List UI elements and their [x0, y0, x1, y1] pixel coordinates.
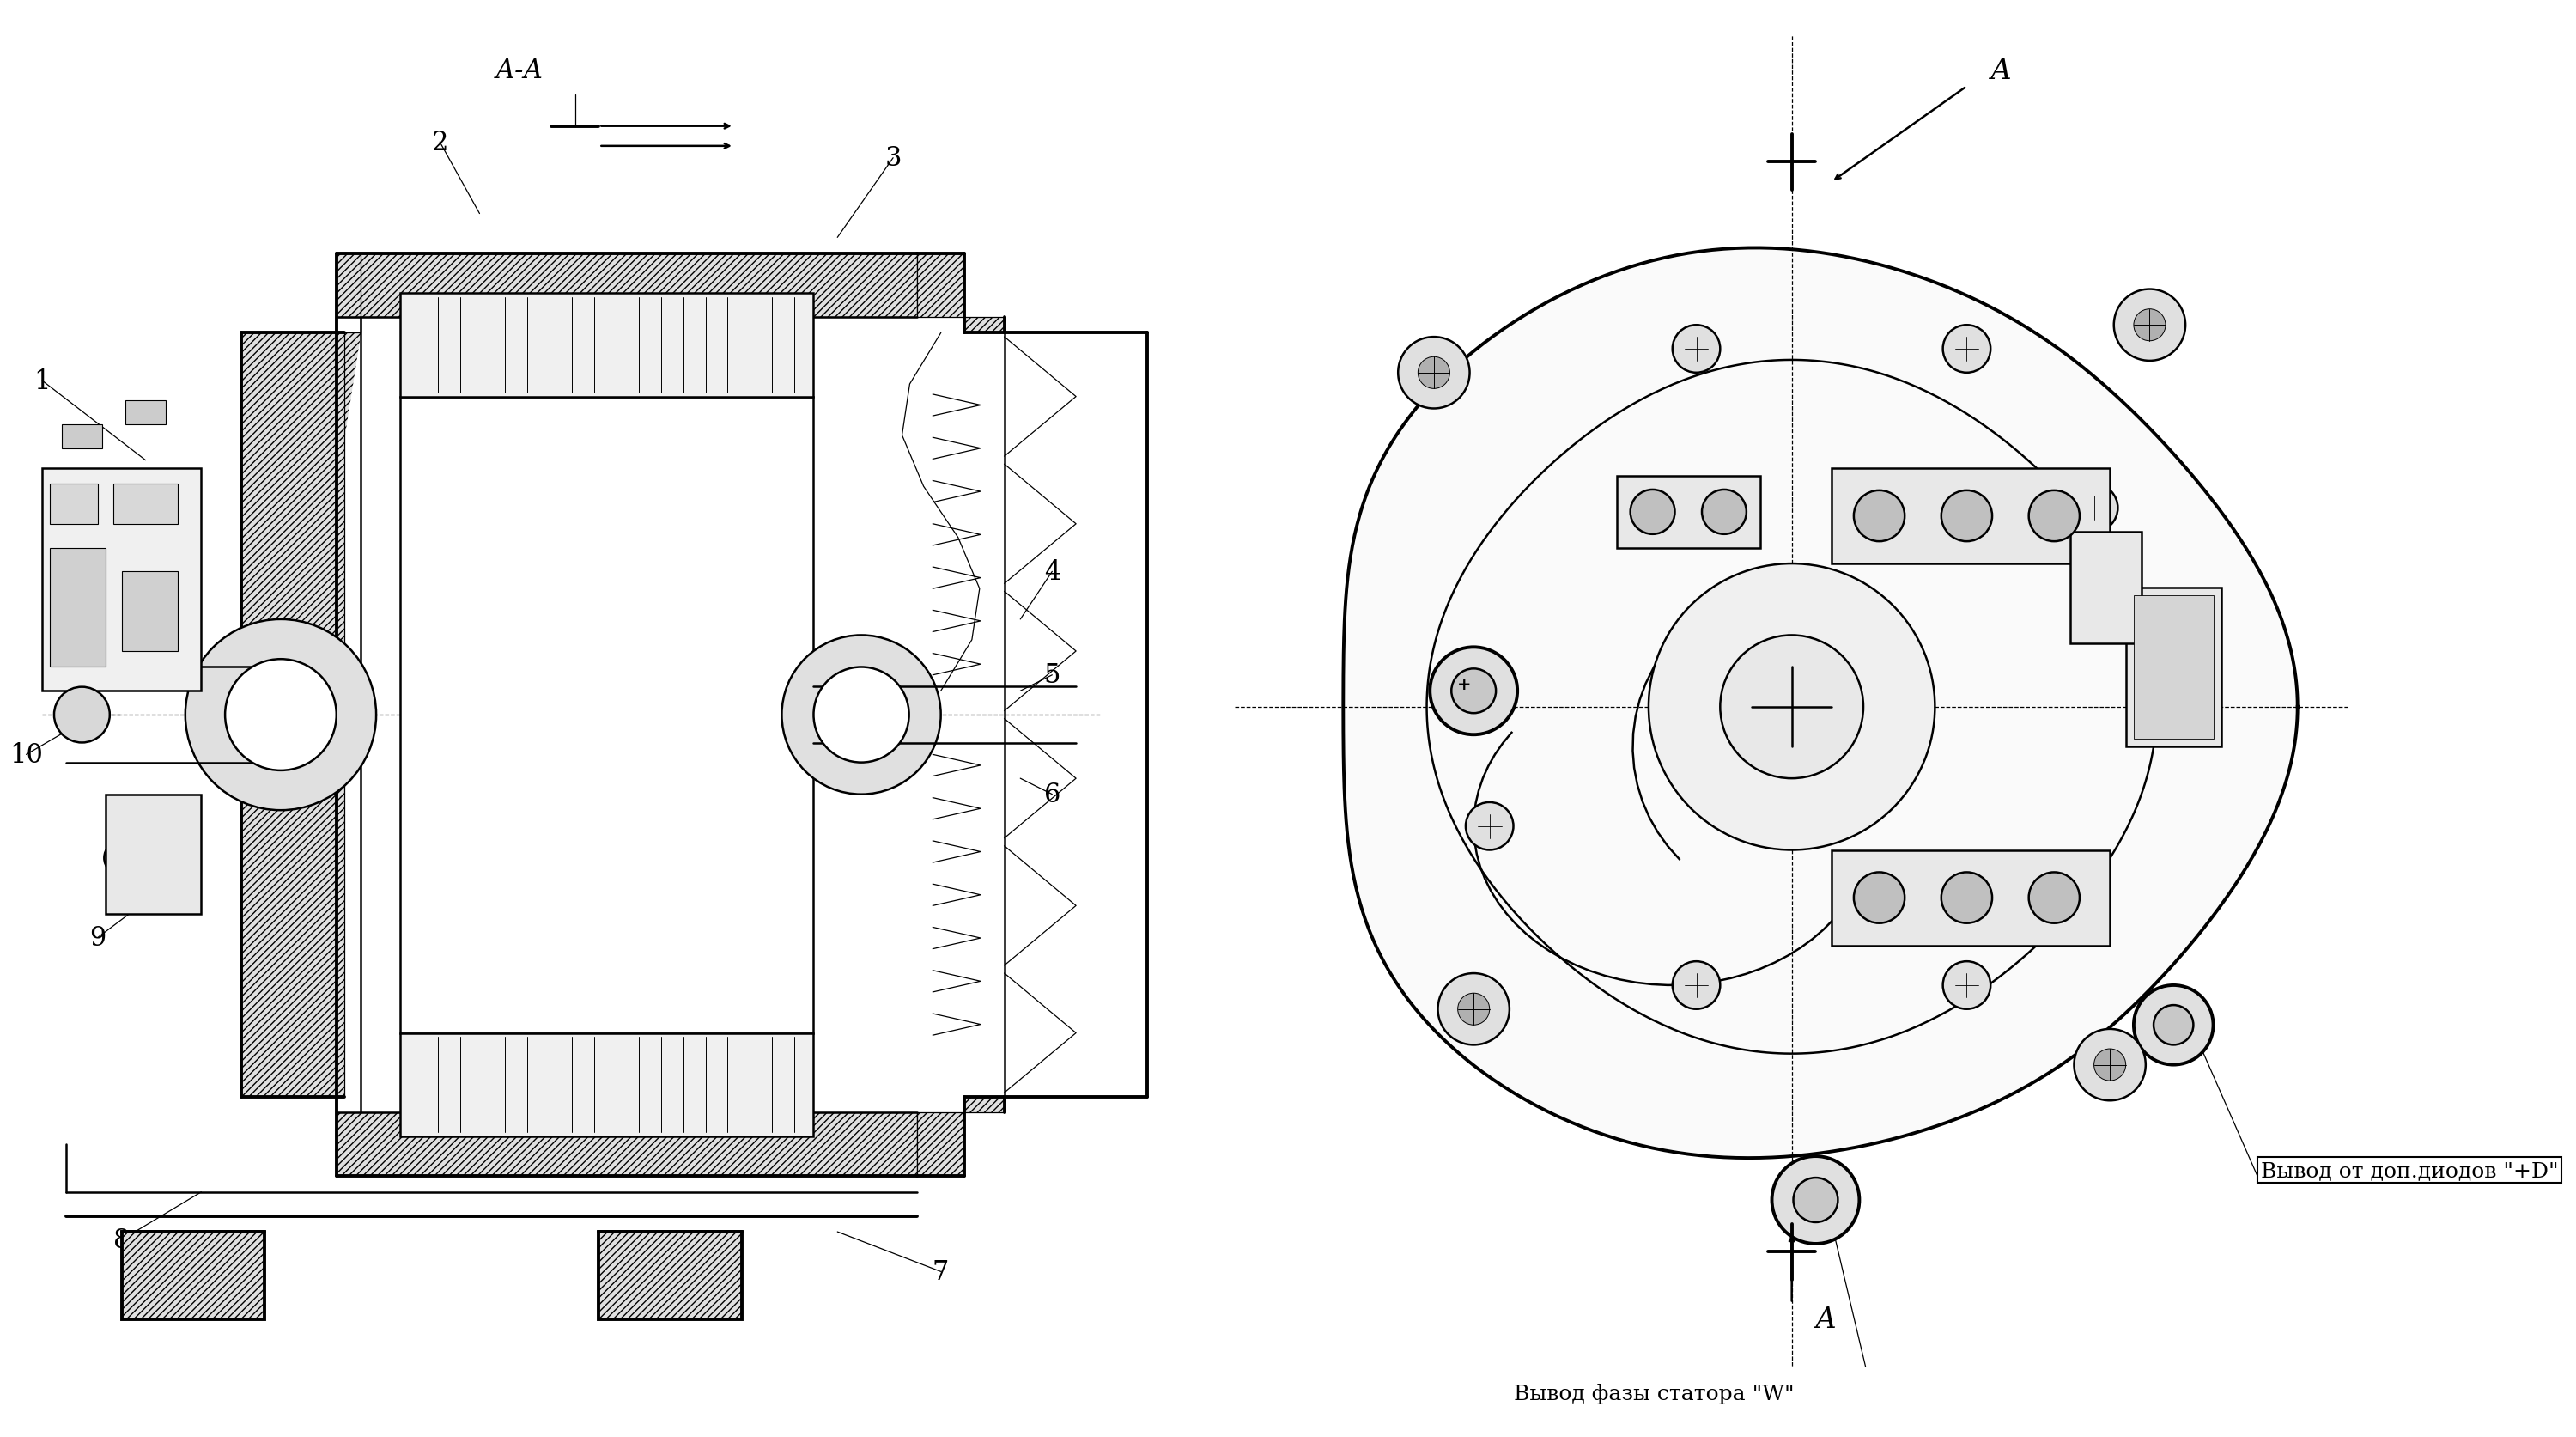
Text: А: А: [1816, 1306, 1837, 1334]
Polygon shape: [917, 254, 1005, 333]
Bar: [2125, 588, 2221, 747]
Bar: [106, 795, 201, 914]
Bar: [49, 484, 98, 525]
Circle shape: [103, 841, 139, 875]
Circle shape: [781, 635, 940, 795]
Circle shape: [1450, 670, 1497, 714]
Bar: [399, 397, 814, 1033]
Text: А: А: [1991, 57, 2012, 85]
Circle shape: [1430, 648, 1517, 734]
Bar: [399, 1033, 814, 1137]
Text: 2: 2: [430, 129, 448, 157]
Text: 3: 3: [884, 145, 902, 172]
Bar: [126, 401, 165, 425]
Circle shape: [1458, 993, 1489, 1025]
Bar: [62, 425, 103, 448]
Text: 4: 4: [1043, 559, 1061, 585]
Circle shape: [1855, 872, 1904, 924]
Circle shape: [1703, 490, 1747, 535]
Circle shape: [1649, 565, 1935, 851]
Circle shape: [1672, 326, 1721, 374]
Bar: [1832, 468, 2110, 565]
Circle shape: [54, 687, 111, 743]
Bar: [121, 572, 178, 651]
Circle shape: [2030, 491, 2079, 542]
Bar: [49, 547, 106, 667]
Text: 1: 1: [33, 368, 52, 395]
Circle shape: [2133, 986, 2213, 1065]
Polygon shape: [242, 779, 345, 1096]
Text: А-А: А-А: [495, 57, 544, 85]
Bar: [598, 1232, 742, 1319]
Circle shape: [2094, 1049, 2125, 1081]
Circle shape: [224, 660, 337, 770]
Text: 7: 7: [933, 1259, 948, 1285]
Circle shape: [1855, 491, 1904, 542]
Text: 5: 5: [1043, 662, 1061, 688]
Bar: [2133, 596, 2213, 739]
Bar: [121, 1232, 265, 1319]
Circle shape: [1721, 635, 1862, 779]
Circle shape: [1417, 358, 1450, 389]
Circle shape: [2133, 309, 2166, 342]
Circle shape: [1466, 803, 1515, 851]
Text: 6: 6: [1043, 782, 1061, 808]
Polygon shape: [242, 254, 361, 1096]
Text: Вывод от доп.диодов "+D": Вывод от доп.диодов "+D": [2262, 1160, 2558, 1180]
Circle shape: [814, 667, 909, 763]
Circle shape: [2071, 484, 2117, 532]
Polygon shape: [917, 1096, 1005, 1177]
Text: +: +: [1458, 677, 1471, 693]
Bar: [2071, 532, 2141, 644]
Circle shape: [1672, 961, 1721, 1009]
Circle shape: [2074, 1029, 2146, 1101]
Bar: [1832, 851, 2110, 946]
Circle shape: [1631, 490, 1674, 535]
Circle shape: [2115, 290, 2184, 361]
Polygon shape: [337, 1112, 917, 1177]
Circle shape: [1942, 326, 1991, 374]
Bar: [113, 484, 178, 525]
Circle shape: [2030, 872, 2079, 924]
Text: 9: 9: [90, 924, 106, 951]
Text: Вывод фазы статора "W": Вывод фазы статора "W": [1515, 1382, 1793, 1404]
Circle shape: [1772, 1157, 1860, 1244]
Circle shape: [1942, 872, 1991, 924]
Polygon shape: [1342, 249, 2298, 1158]
Polygon shape: [242, 333, 345, 651]
Text: 8: 8: [113, 1227, 129, 1253]
Circle shape: [2154, 1006, 2192, 1045]
Circle shape: [1942, 491, 1991, 542]
Bar: [1618, 477, 1759, 547]
Bar: [41, 468, 201, 691]
Circle shape: [1793, 1178, 1837, 1223]
Circle shape: [1437, 973, 1510, 1045]
Polygon shape: [337, 254, 917, 318]
Text: 10: 10: [10, 741, 44, 769]
Circle shape: [1942, 961, 1991, 1009]
Circle shape: [185, 619, 376, 810]
Circle shape: [1399, 338, 1471, 410]
Bar: [399, 293, 814, 397]
